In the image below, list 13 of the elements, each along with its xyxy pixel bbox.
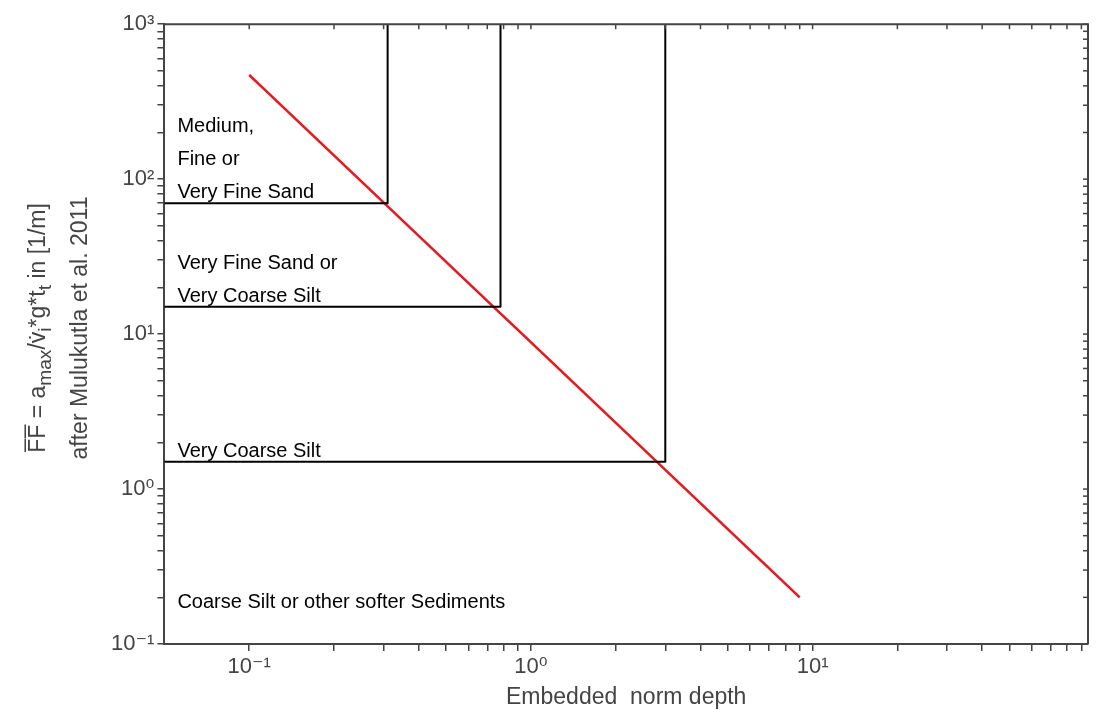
- annotation: Very Coarse Silt: [177, 438, 322, 461]
- y-tick-label: 10³: [122, 10, 155, 36]
- y-tick-label: 10²: [122, 165, 155, 191]
- x-axis-title: Embedded norm depth: [506, 682, 747, 709]
- annotation: Coarse Silt or other softer Sediments: [177, 590, 506, 612]
- annotation: Very Fine Sand or Very Coarse Silt: [177, 250, 338, 306]
- x-tick-label: 10¹: [796, 653, 829, 679]
- y-tick-label: 10¹: [122, 320, 155, 346]
- y-tick-label: 10⁻¹: [110, 630, 155, 656]
- annotation: Medium, Fine or Very Fine Sand: [177, 114, 315, 203]
- x-tick-label: 10⁻¹: [227, 653, 271, 679]
- y-tick-label: 10⁰: [121, 475, 155, 501]
- x-tick-label: 10⁰: [514, 653, 548, 679]
